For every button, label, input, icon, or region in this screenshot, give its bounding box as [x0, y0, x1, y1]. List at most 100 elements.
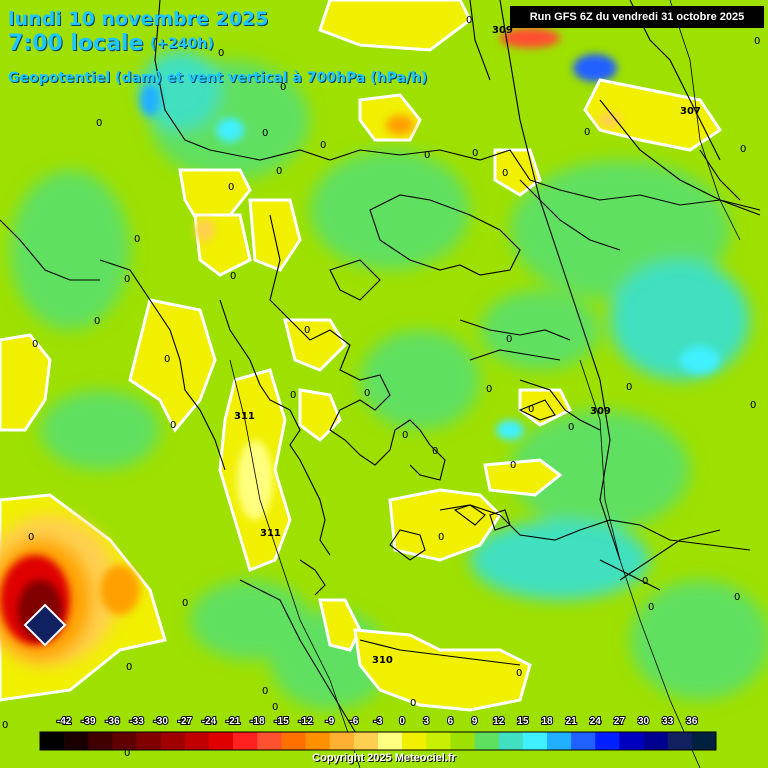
svg-text:0: 0 — [364, 388, 370, 399]
legend-tick-label: -39 — [81, 716, 96, 727]
legend-swatch — [160, 732, 186, 750]
legend-tick-label: 9 — [472, 716, 478, 727]
svg-text:0: 0 — [642, 576, 648, 587]
svg-text:0: 0 — [182, 598, 188, 609]
legend-tick-label: 12 — [493, 716, 505, 727]
descent-cores — [195, 28, 622, 520]
svg-text:0: 0 — [502, 168, 508, 179]
color-scale-legend: -42 -39 -36 -33 -30 -27 -24 -21 -18 -15 -12 -9 -6 -3 0… — [39, 715, 717, 751]
lead-time: (+240h) — [150, 36, 214, 52]
legend-tick-label: -27 — [178, 716, 193, 727]
svg-text:0: 0 — [218, 48, 224, 59]
updraft-spots — [140, 54, 720, 440]
legend-tick-label: -6 — [349, 716, 358, 727]
legend-swatch — [136, 732, 162, 750]
svg-text:0: 0 — [528, 404, 534, 415]
legend-tick-label: 30 — [638, 716, 650, 727]
svg-text:0: 0 — [228, 182, 234, 193]
legend-tick-label: 0 — [399, 716, 405, 727]
svg-text:0: 0 — [124, 748, 130, 759]
coastlines-borders — [0, 0, 761, 741]
svg-text:307: 307 — [680, 106, 701, 117]
svg-text:0: 0 — [740, 144, 746, 155]
svg-text:0: 0 — [262, 128, 268, 139]
legend-swatch — [209, 732, 234, 750]
svg-text:0: 0 — [230, 271, 236, 282]
legend-tick-label: -15 — [274, 716, 289, 727]
legend-tick-label: 27 — [614, 716, 626, 727]
legend-tick-label: 15 — [517, 716, 529, 727]
legend-swatch — [184, 732, 210, 750]
svg-text:0: 0 — [734, 592, 740, 603]
svg-text:0: 0 — [472, 148, 478, 159]
legend-swatch — [450, 732, 475, 750]
strong-descent-cell — [0, 493, 167, 702]
legend-swatch — [257, 732, 282, 750]
legend-tick-label: 6 — [448, 716, 454, 727]
legend-tick-label: -21 — [226, 716, 241, 727]
legend-tick-label: -33 — [129, 716, 144, 727]
svg-text:309: 309 — [590, 406, 611, 417]
legend-swatch — [353, 732, 379, 750]
svg-text:0: 0 — [750, 400, 756, 411]
svg-text:0: 0 — [510, 460, 516, 471]
legend-swatch — [426, 732, 451, 750]
svg-text:0: 0 — [754, 36, 760, 47]
legend-swatch — [667, 732, 693, 750]
run-info-badge: Run GFS 6Z du vendredi 31 octobre 2025 — [510, 6, 764, 28]
svg-text:0: 0 — [164, 354, 170, 365]
legend-tick-label: -18 — [250, 716, 265, 727]
geopotential-isolines — [229, 0, 741, 768]
legend-swatch — [619, 732, 644, 750]
legend-swatch — [378, 732, 403, 750]
legend-border — [39, 731, 717, 751]
svg-text:0: 0 — [124, 274, 130, 285]
legend-tick-label: 36 — [686, 716, 698, 727]
legend-tick-label: 33 — [662, 716, 674, 727]
svg-text:0: 0 — [432, 446, 438, 457]
legend-swatch — [64, 732, 89, 750]
svg-text:0: 0 — [304, 325, 310, 336]
legend-tick-label: 24 — [590, 716, 602, 727]
legend-tick-label: -24 — [202, 716, 217, 727]
legend-swatch — [474, 732, 500, 750]
legend-tick-label: -42 — [57, 716, 72, 727]
legend-swatch — [233, 732, 258, 750]
svg-text:0: 0 — [32, 339, 38, 350]
svg-text:0: 0 — [648, 602, 654, 613]
legend-tick-label: -3 — [374, 716, 383, 727]
svg-text:0: 0 — [320, 140, 326, 151]
copyright: Copyright 2025 Meteociel.fr — [312, 752, 456, 764]
forecast-time: 7:00 locale — [8, 31, 144, 56]
svg-text:0: 0 — [290, 390, 296, 401]
svg-text:0: 0 — [626, 382, 632, 393]
forecast-date: lundi 10 novembre 2025 — [8, 8, 269, 30]
svg-text:0: 0 — [2, 720, 8, 731]
legend-swatch — [522, 732, 548, 750]
parameter-title: Geopotentiel (dam) et vent vertical à 70… — [8, 70, 428, 86]
vertical-wind-field-green — [10, 50, 768, 710]
svg-text:0: 0 — [410, 698, 416, 709]
svg-text:0: 0 — [96, 118, 102, 129]
geopotential-labels: 309 307 311 311 309 310 — [234, 25, 701, 666]
svg-text:0: 0 — [466, 15, 472, 26]
legend-swatch — [498, 732, 524, 750]
svg-text:0: 0 — [506, 334, 512, 345]
svg-text:0: 0 — [94, 316, 100, 327]
legend-swatch — [571, 732, 596, 750]
svg-text:0: 0 — [424, 150, 430, 161]
legend-swatch — [88, 732, 113, 750]
legend-swatch — [547, 732, 572, 750]
svg-text:311: 311 — [260, 528, 281, 539]
legend-swatch — [112, 732, 137, 750]
legend-tick-label: -9 — [325, 716, 334, 727]
legend-swatch — [691, 732, 717, 750]
svg-text:0: 0 — [134, 234, 140, 245]
svg-text:0: 0 — [272, 702, 278, 713]
svg-text:0: 0 — [262, 686, 268, 697]
svg-text:0: 0 — [126, 662, 132, 673]
legend-swatch — [402, 732, 427, 750]
legend-tick-label: -36 — [105, 716, 120, 727]
svg-text:0: 0 — [568, 422, 574, 433]
svg-text:0: 0 — [438, 532, 444, 543]
